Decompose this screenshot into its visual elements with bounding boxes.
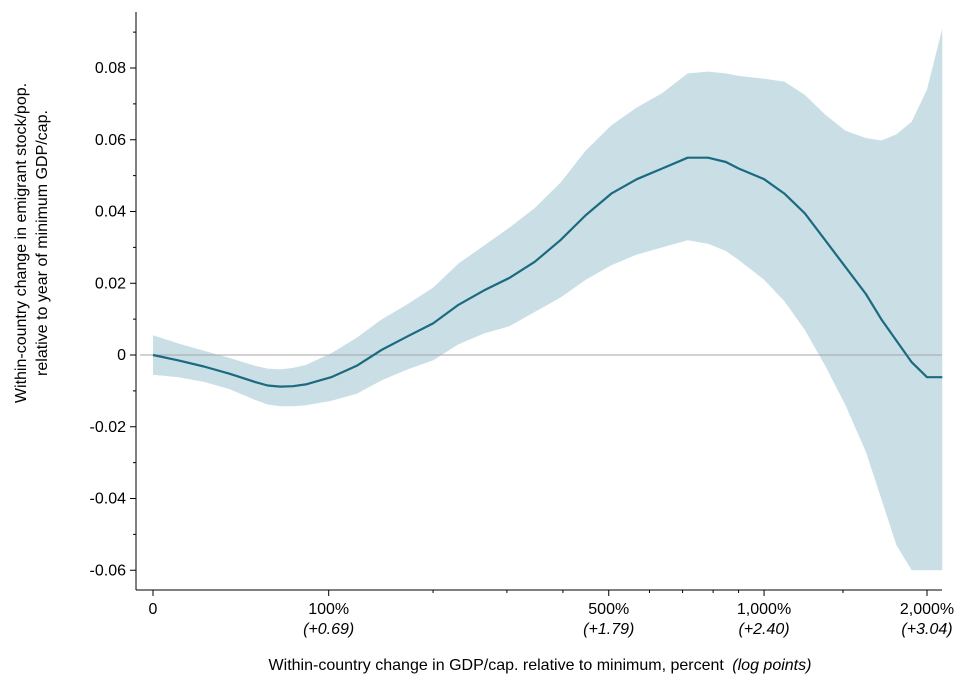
x-tick-label: 1,000% [737,601,791,618]
x-tick-label: 500% [588,601,629,618]
y-tick-label: -0.06 [90,562,127,579]
y-tick-label: -0.04 [90,491,127,508]
x-axis-title: Within-country change in GDP/cap. relati… [269,657,812,674]
y-tick-label: 0.04 [95,204,126,221]
y-tick-label: -0.02 [90,419,127,436]
x-tick-label: 100% [308,601,349,618]
y-tick-label: 0.06 [95,132,126,149]
y-tick-label: 0.08 [95,60,126,77]
x-tick-sublabel: (+2.40) [738,621,789,638]
y-tick-label: 0.02 [95,275,126,292]
x-ticks: 0 100% (+0.69) 500% (+1.79) 1,000% (+2.40) 2,00… [149,590,954,638]
x-axis-title-main: Within-country change in GDP/cap. relati… [269,657,725,674]
x-axis-title-unit: (log points) [732,657,811,674]
y-axis-title-line1: Within-country change in emigrant stock/… [13,83,30,403]
x-tick-label: 0 [149,601,158,618]
fitted-line [152,156,943,388]
x-tick-sublabel: (+1.79) [583,621,634,638]
confidence-band [153,28,943,571]
x-tick-label: 2,000% [900,601,954,618]
plot-area [140,28,943,571]
x-tick-sublabel: (+3.04) [901,621,952,638]
y-tick-label: 0 [117,347,126,364]
x-tick-sublabel: (+0.69) [303,621,354,638]
y-ticks: 0.08 0.06 0.04 0.02 0 -0.02 -0.04 -0.06 [90,31,136,579]
y-axis-title-line2: relative to year of minimum GDP/cap. [34,110,51,376]
